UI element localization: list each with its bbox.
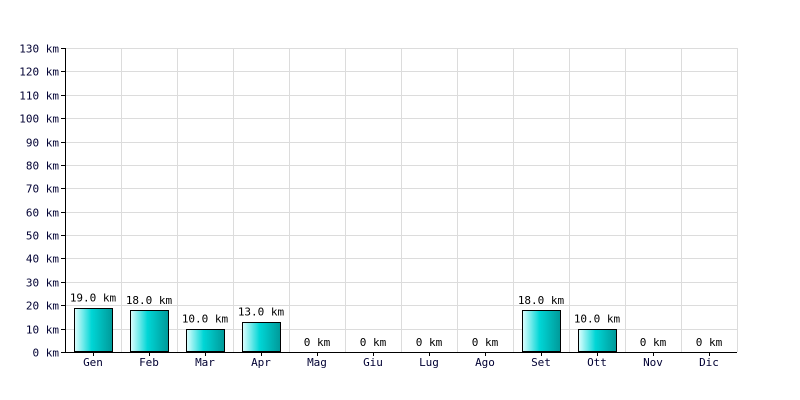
y-tick-label: 0 km [33,347,60,360]
data-label: 0 km [416,336,443,349]
labels: 0 km 10 km 20 km 30 km 40 km 50 km 60 km 70 km 8… [19,43,722,370]
data-label: 10.0 km [574,313,621,326]
y-tick-label: 110 km [19,90,59,103]
bar-gen [74,308,113,352]
y-tick-label: 20 km [26,300,59,313]
bars [74,308,617,352]
bar-ott [578,329,617,352]
y-tick-label: 60 km [26,207,59,220]
x-tick-label: Ago [475,356,495,369]
x-tick-label: Mar [195,356,215,369]
axes [61,48,737,356]
x-tick-label: Giu [363,356,383,369]
x-tick-label: Set [531,356,551,369]
data-label: 18.0 km [126,294,173,307]
data-label: 18.0 km [518,294,565,307]
data-label: 0 km [304,336,331,349]
y-tick-label: 120 km [19,66,59,79]
data-label: 0 km [472,336,499,349]
y-tick-label: 100 km [19,113,59,126]
x-tick-label: Lug [419,356,439,369]
x-tick-label: Dic [699,356,719,369]
x-tick-label: Nov [643,356,663,369]
bar-mar [186,329,225,352]
data-label: 0 km [696,336,723,349]
y-tick-label: 30 km [26,277,59,290]
y-tick-label: 130 km [19,43,59,56]
bar-set [522,310,561,352]
y-tick-label: 80 km [26,160,59,173]
y-tick-label: 70 km [26,183,59,196]
x-tick-label: Mag [307,356,327,369]
data-label: 0 km [640,336,667,349]
x-tick-label: Apr [251,356,271,369]
y-tick-label: 10 km [26,324,59,337]
bar-feb [130,310,169,352]
x-tick-label: Ott [587,356,607,369]
data-label: 13.0 km [238,306,285,319]
x-tick-label: Gen [83,356,103,369]
data-label: 0 km [360,336,387,349]
x-tick-label: Feb [139,356,159,369]
y-tick-label: 90 km [26,137,59,150]
y-tick-label: 50 km [26,230,59,243]
data-label: 19.0 km [70,292,117,305]
bar-apr [242,322,281,352]
grid [65,48,738,352]
y-tick-label: 40 km [26,253,59,266]
data-label: 10.0 km [182,313,229,326]
